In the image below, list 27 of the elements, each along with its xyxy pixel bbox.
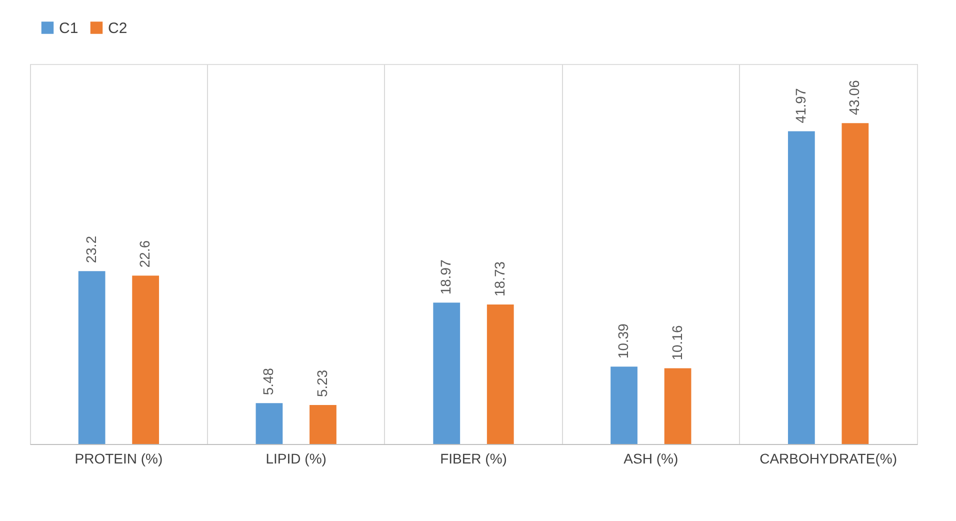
data-label: 41.97 — [792, 88, 808, 124]
bar — [256, 403, 283, 444]
x-tick-label: LIPID (%) — [266, 450, 326, 466]
bar — [78, 271, 106, 444]
x-tick-label: FIBER (%) — [440, 450, 507, 466]
bar — [433, 302, 460, 444]
data-label: 18.73 — [491, 261, 508, 296]
bar — [842, 123, 869, 444]
x-tick-label: PROTEIN (%) — [74, 450, 163, 466]
bar — [132, 276, 160, 444]
bar — [310, 405, 336, 444]
bar — [664, 368, 692, 444]
data-label: 43.06 — [846, 80, 862, 116]
legend-label: C1 — [59, 20, 78, 37]
data-label: 23.2 — [82, 236, 99, 264]
data-label: 10.39 — [615, 323, 632, 359]
bar — [610, 366, 638, 444]
legend-label: C2 — [108, 20, 128, 37]
data-label: 22.6 — [136, 240, 153, 268]
data-label: 18.97 — [438, 259, 454, 295]
data-label: 10.16 — [668, 325, 685, 360]
bar — [788, 131, 815, 444]
bar — [486, 304, 514, 444]
x-tick-label: CARBOHYDRATE(%) — [760, 450, 898, 466]
data-label: 5.23 — [314, 370, 330, 398]
data-label: 5.48 — [260, 368, 276, 396]
x-tick-label: ASH (%) — [624, 450, 678, 466]
